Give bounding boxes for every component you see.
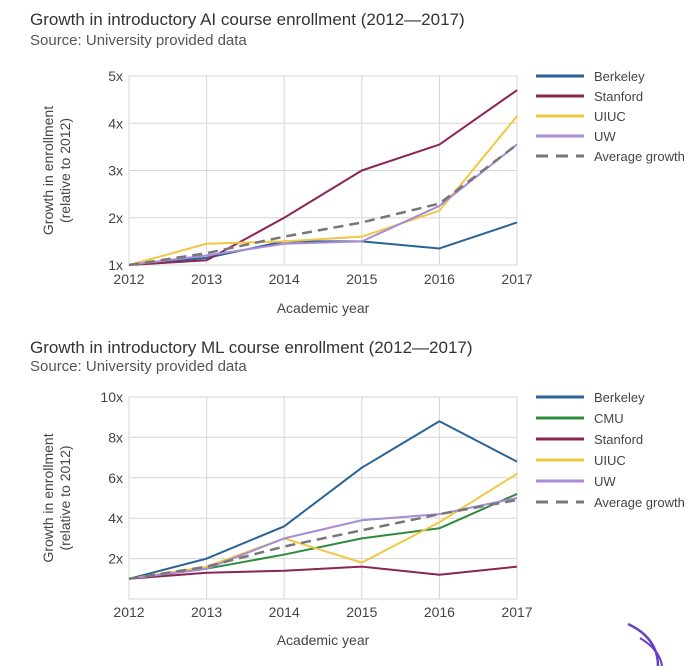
x-axis-label: Academic year (277, 300, 370, 316)
x-tick-label: 2014 (269, 604, 300, 620)
x-tick-label: 2015 (346, 604, 377, 620)
y-tick-label: 1x (108, 257, 123, 273)
series-line-average-growth (128, 143, 518, 267)
y-tick-label: 8x (108, 429, 123, 445)
legend-label: Berkeley (594, 390, 645, 405)
series-line-cmu (128, 493, 518, 580)
y-tick-label: 3x (108, 163, 123, 179)
chart-title: Growth in introductory ML course enrollm… (30, 338, 473, 357)
legend-label: UIUC (594, 109, 626, 124)
x-tick-label: 2014 (269, 271, 300, 287)
series-line-berkeley (128, 420, 518, 580)
series-line-uw (128, 143, 518, 266)
legend-label: CMU (594, 411, 624, 426)
y-axis-label-line: Growth in enrollment (40, 433, 56, 562)
x-tick-label: 2013 (191, 271, 222, 287)
chart-subtitle: Source: University provided data (30, 358, 247, 375)
x-tick-label: 2012 (113, 604, 144, 620)
y-axis-label: Growth in enrollment(relative to 2012) (40, 433, 73, 562)
y-tick-label: 6x (108, 470, 123, 486)
x-tick-label: 2012 (113, 271, 144, 287)
x-tick-label: 2016 (424, 604, 455, 620)
y-axis-label-line: (relative to 2012) (57, 445, 73, 550)
ai-enrollment-chart: Growth in introductory AI course enrollm… (0, 0, 700, 330)
x-tick-label: 2017 (501, 604, 532, 620)
legend-label: Average growth (594, 495, 685, 510)
legend-label: Average growth (594, 149, 685, 164)
y-axis-label-line: (relative to 2012) (57, 118, 73, 223)
ml-chart-plot: 2x 4x 6x 8x 10x 2012 2013 2014 2015 2016 2017 Acade… (40, 389, 685, 648)
x-tick-label: 2017 (501, 271, 532, 287)
legend-label: Stanford (594, 432, 643, 447)
x-tick-label: 2013 (191, 604, 222, 620)
y-tick-label: 4x (108, 115, 123, 131)
y-tick-label: 5x (108, 68, 123, 84)
x-tick-label: 2015 (346, 271, 377, 287)
legend-label: Stanford (594, 89, 643, 104)
decorative-arc-icon (627, 622, 663, 666)
series-line-average-growth (128, 498, 518, 581)
legend-label: UIUC (594, 453, 626, 468)
legend-label: Berkeley (594, 69, 645, 84)
x-axis-label: Academic year (277, 632, 370, 648)
y-tick-label: 2x (108, 210, 123, 226)
chart-subtitle: Source: University provided data (30, 32, 247, 49)
y-axis-label: Growth in enrollment(relative to 2012) (40, 106, 73, 235)
chart-title: Growth in introductory AI course enrollm… (30, 10, 465, 29)
series-line-stanford (128, 89, 518, 266)
series-line-uw (128, 497, 518, 580)
y-tick-label: 2x (108, 551, 123, 567)
legend-label: UW (594, 129, 616, 144)
series-line-berkeley (128, 221, 518, 266)
ai-chart-plot: 1x 2x 3x 4x 5x 2012 2013 2014 2015 2016 2017 Academ… (40, 68, 685, 316)
y-axis-label-line: Growth in enrollment (40, 106, 56, 235)
ml-enrollment-chart: Growth in introductory ML course enrollm… (0, 330, 700, 666)
series-line-stanford (128, 565, 518, 580)
y-tick-label: 4x (108, 510, 123, 526)
y-tick-label: 10x (100, 389, 123, 405)
legend-label: UW (594, 474, 616, 489)
x-tick-label: 2016 (424, 271, 455, 287)
